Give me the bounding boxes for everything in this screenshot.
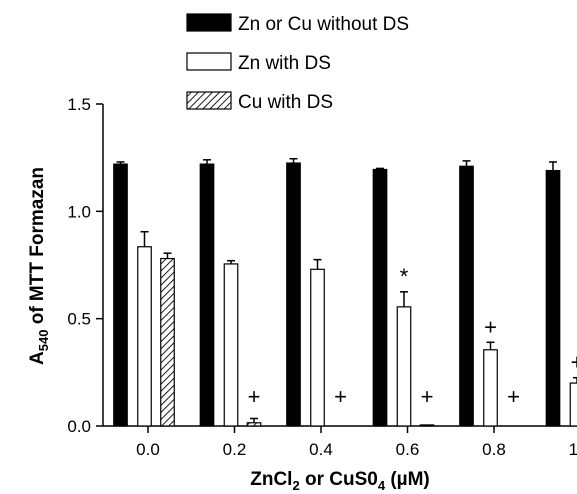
legend-label-without-ds: Zn or Cu without DS (238, 14, 409, 35)
bar (483, 349, 498, 427)
legend-swatch-cu-with-ds (186, 91, 232, 110)
y-tick-label: 1.0 (67, 202, 91, 221)
x-tick-label: 0.6 (396, 440, 420, 459)
x-tick-label: 1.2 (569, 440, 577, 459)
bar (372, 168, 388, 427)
x-axis: 0.0 0.2 0.4 0.6 0.8 1.2 ZnCl2 or CuS04 (µM) (103, 425, 577, 493)
y-axis-title: A540 of MTT Formazan (27, 167, 51, 365)
legend-swatch-zn-with-ds (186, 52, 232, 71)
x-ticks: 0.0 0.2 0.4 0.6 0.8 1.2 (136, 426, 577, 459)
y-tick-label: 1.5 (67, 95, 91, 114)
legend-label-zn-with-ds: Zn with DS (238, 53, 331, 74)
bars: *+++++++ (113, 157, 577, 427)
significance-marker: + (421, 384, 434, 409)
significance-marker: + (484, 314, 497, 339)
x-axis-title: ZnCl2 or CuS04 (µM) (250, 469, 430, 493)
bar (569, 382, 577, 427)
bar (545, 169, 561, 427)
bar (396, 306, 412, 427)
x-tick-label: 0.2 (223, 440, 247, 459)
y-axis: 0.0 0.5 1.0 1.5 A540 of MTT Formazan (27, 95, 104, 436)
bar (223, 263, 239, 427)
bar (160, 257, 175, 427)
significance-marker: + (507, 384, 520, 409)
x-tick-label: 0.0 (136, 440, 160, 459)
bar (199, 163, 215, 427)
significance-marker: + (334, 384, 347, 409)
bar (246, 422, 262, 427)
y-tick-label: 0.0 (67, 417, 91, 436)
legend-label-cu-with-ds: Cu with DS (238, 92, 333, 113)
x-tick-label: 0.4 (309, 440, 333, 459)
legend: Zn or Cu without DS Zn with DS Cu with D… (186, 13, 409, 113)
bar (310, 268, 325, 427)
y-ticks: 0.0 0.5 1.0 1.5 (67, 95, 103, 436)
significance-marker: * (400, 264, 409, 289)
bar (419, 424, 435, 427)
bar (286, 162, 301, 427)
bar (113, 163, 128, 427)
bar (137, 246, 152, 427)
y-tick-label: 0.5 (67, 310, 91, 329)
legend-swatch-without-ds (186, 13, 232, 32)
x-tick-label: 0.8 (482, 440, 506, 459)
significance-marker: + (571, 350, 577, 375)
bar (459, 165, 474, 427)
significance-marker: + (248, 384, 261, 409)
